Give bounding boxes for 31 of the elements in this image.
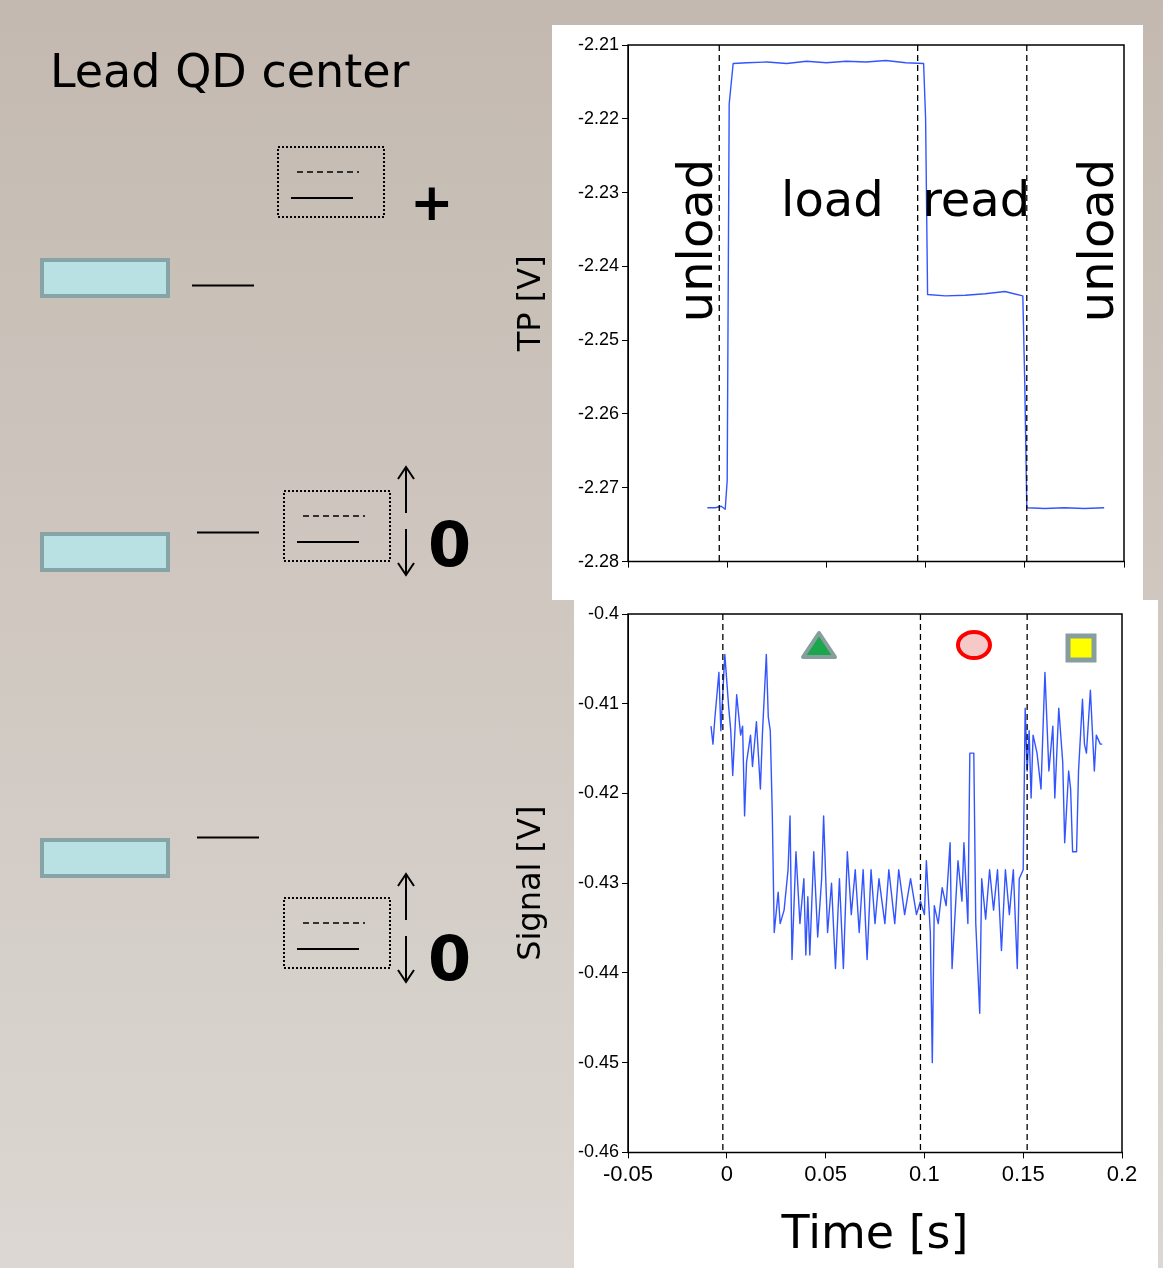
annotation: unload xyxy=(666,158,723,323)
x-tick-label: 0.05 xyxy=(804,1160,848,1186)
y-tick-label: -0.46 xyxy=(577,1141,619,1162)
x-tick-label: -0.05 xyxy=(602,1160,654,1186)
y-tick-label: -2.22 xyxy=(577,107,619,128)
annotation: load xyxy=(781,171,884,228)
y-tick-label: -2.28 xyxy=(577,550,619,571)
y-tick-label: -0.43 xyxy=(577,872,619,893)
x-tick-label: 0.1 xyxy=(909,1160,940,1186)
y-tick-label: -0.4 xyxy=(587,602,619,623)
y-tick-label: -2.23 xyxy=(577,181,619,202)
y-tick-label: -0.42 xyxy=(577,782,619,803)
y-tick-label: -2.27 xyxy=(577,476,619,497)
y-axis-title: TP [V] xyxy=(509,255,548,353)
text: Lead QD center xyxy=(50,44,410,98)
y-axis-title: Signal [V] xyxy=(509,805,548,961)
text: + xyxy=(410,172,454,232)
x-tick-label: 0.2 xyxy=(1106,1160,1138,1186)
y-tick-label: -2.26 xyxy=(577,402,619,423)
text: 0 xyxy=(428,922,472,995)
y-tick-label: -2.25 xyxy=(577,329,619,350)
y-tick-label: -0.41 xyxy=(577,692,619,713)
text: 0 xyxy=(428,508,472,581)
annotation: unload xyxy=(1067,158,1124,323)
y-tick-label: -2.24 xyxy=(577,255,619,276)
y-tick-label: -0.44 xyxy=(577,961,619,982)
y-tick-label: -2.21 xyxy=(577,33,619,54)
x-tick-label: 0.15 xyxy=(1001,1160,1045,1186)
y-tick-label: -0.45 xyxy=(577,1051,619,1072)
x-axis-title: Time [s] xyxy=(780,1205,969,1260)
x-tick-label: 0 xyxy=(720,1160,733,1186)
